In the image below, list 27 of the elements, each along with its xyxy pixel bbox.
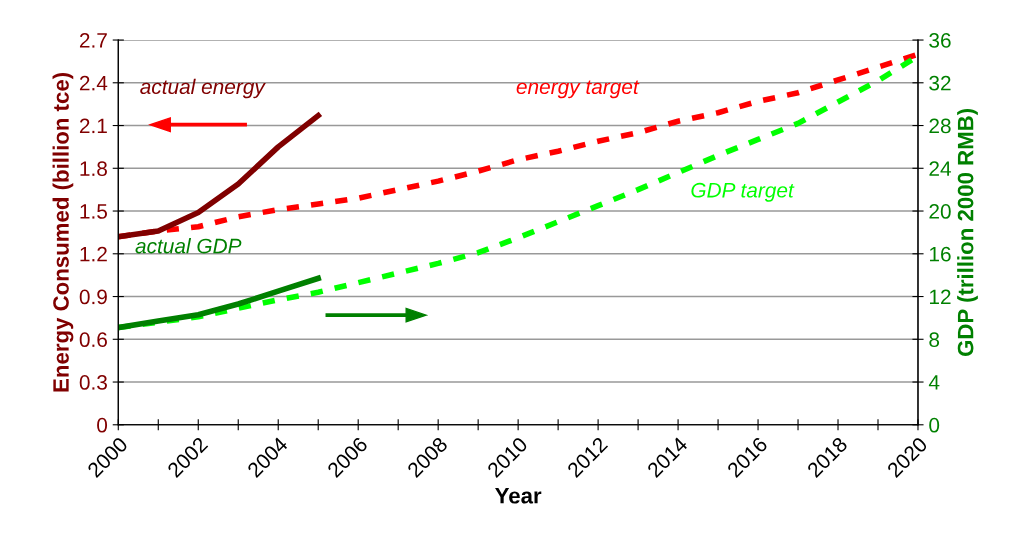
y-tick-label: 0.9 bbox=[79, 289, 107, 305]
y-axis-title: Energy Consumed (billion tce) bbox=[52, 72, 74, 392]
text: actual GDP bbox=[135, 238, 242, 254]
y-tick-label: 0 bbox=[97, 417, 108, 433]
y-tick-label: 1.8 bbox=[80, 161, 107, 177]
y2-tick-label: 8 bbox=[929, 332, 940, 348]
text: actual energy bbox=[140, 78, 266, 99]
y-tick-label: 1.5 bbox=[80, 204, 107, 219]
y-tick-label: 2.1 bbox=[79, 118, 107, 134]
y-tick-label: 2.4 bbox=[79, 75, 108, 91]
series-label: GDP target bbox=[691, 182, 795, 202]
series-label: energy target bbox=[516, 80, 640, 99]
y2-tick-label: 4 bbox=[928, 375, 940, 390]
y-tick-label: 0.3 bbox=[79, 375, 107, 390]
y2-tick-label: 0 bbox=[929, 417, 940, 433]
y2-tick-label: 16 bbox=[929, 246, 951, 262]
y-tick-label: 0.6 bbox=[79, 332, 107, 348]
y-tick-label: 2.7 bbox=[79, 33, 107, 48]
y2-tick-label: 28 bbox=[929, 118, 951, 134]
y2-tick-label: 12 bbox=[929, 289, 951, 305]
x-axis-title: Year bbox=[495, 488, 542, 504]
y2-axis-title: GDP (trillion 2000 RMB) bbox=[957, 108, 978, 356]
y2-tick-label: 24 bbox=[929, 161, 951, 176]
y2-tick-label: 36 bbox=[929, 33, 951, 48]
y2-tick-label: 32 bbox=[929, 75, 951, 91]
y-tick-label: 1.2 bbox=[80, 246, 107, 262]
y2-tick-label: 20 bbox=[929, 204, 951, 219]
